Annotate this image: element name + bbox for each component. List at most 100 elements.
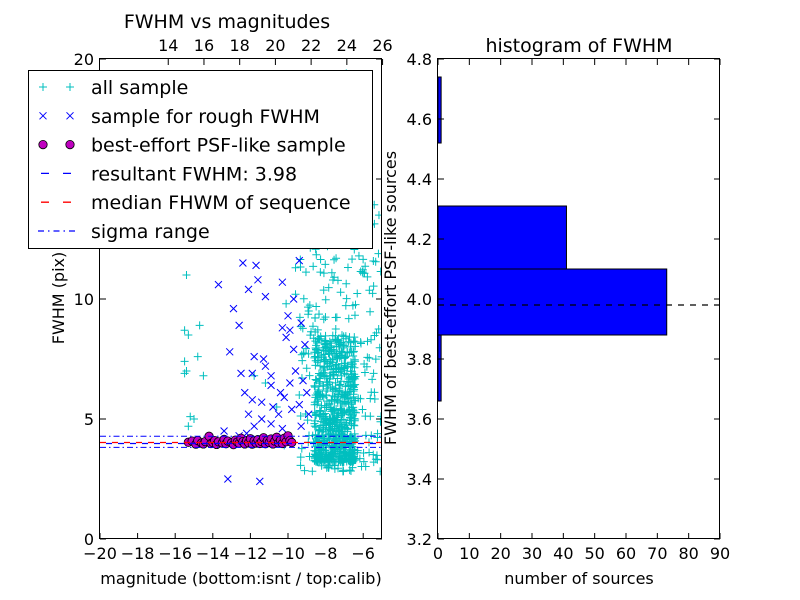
all-sample-point	[358, 265, 367, 274]
all-sample-point	[321, 340, 330, 349]
all-sample-point	[336, 380, 345, 389]
histogram-panel: 0 10 20 30 40 50 60 70 80 90 3.2 3.4 3.6 3.8 4.0 4.2 4.4…	[381, 35, 730, 588]
x-tick-label: 50	[584, 544, 604, 563]
all-sample-point	[369, 369, 378, 378]
all-sample-point	[343, 362, 352, 371]
all-sample-point	[315, 310, 324, 319]
all-sample-point	[350, 333, 359, 342]
all-sample-point	[297, 374, 306, 383]
all-sample-point	[300, 466, 309, 475]
all-sample-point	[354, 251, 363, 260]
all-sample-point	[337, 331, 346, 340]
all-sample-point	[339, 416, 348, 425]
all-sample-point	[317, 431, 326, 440]
all-sample-point	[299, 294, 308, 303]
all-sample-point	[336, 288, 345, 297]
y-tick-label: 0	[84, 530, 94, 549]
y-tick-label: 4.2	[407, 230, 432, 249]
rough-sample-point	[225, 347, 234, 356]
all-sample-point	[351, 436, 360, 445]
legend-label: resultant FWHM: 3.98	[91, 163, 297, 185]
y-tick-label: 10	[74, 290, 94, 309]
all-sample-point	[360, 368, 369, 377]
all-sample-point	[308, 322, 317, 331]
all-sample-point	[349, 437, 358, 446]
all-sample-point	[349, 347, 358, 356]
all-sample-point	[376, 467, 382, 476]
all-sample-point	[320, 401, 329, 410]
all-sample-point	[345, 348, 354, 357]
all-sample-point	[334, 363, 343, 372]
all-sample-point	[353, 446, 362, 455]
histogram-bar	[437, 334, 442, 402]
y-tick-label: 4.4	[407, 170, 432, 189]
all-sample-point	[334, 390, 343, 399]
all-sample-point	[306, 331, 315, 340]
rough-sample-point	[274, 410, 283, 419]
all-sample-point	[298, 324, 307, 333]
all-sample-point	[311, 313, 320, 322]
all-sample-point	[369, 282, 378, 291]
all-sample-point	[366, 412, 375, 421]
all-sample-point	[315, 412, 324, 421]
all-sample-point	[324, 283, 333, 292]
rough-sample-point	[248, 369, 257, 378]
all-sample-point	[311, 375, 320, 384]
all-sample-point	[358, 405, 367, 414]
all-sample-point	[350, 421, 359, 430]
reference-lines	[100, 435, 382, 448]
all-sample-point	[350, 311, 359, 320]
all-sample-point	[348, 456, 357, 465]
x-tick-label: 40	[553, 544, 573, 563]
rough-sample-point	[255, 477, 264, 486]
all-sample-point	[365, 286, 374, 295]
all-sample-point	[309, 262, 318, 271]
all-sample-point	[303, 416, 312, 425]
all-sample-point	[305, 431, 314, 440]
all-sample-point	[321, 409, 330, 418]
histogram-bar	[437, 76, 442, 144]
all-sample-point	[332, 404, 341, 413]
all-sample-point	[316, 255, 325, 264]
all-sample-point	[190, 415, 198, 423]
all-sample-point	[328, 275, 337, 284]
legend-marker	[66, 83, 74, 91]
all-sample-point	[304, 306, 313, 315]
legend-marker	[66, 111, 74, 120]
all-sample-point	[313, 453, 322, 462]
rough-sample-point	[278, 424, 287, 433]
all-sample-point	[345, 410, 354, 419]
all-sample-point	[315, 425, 324, 434]
all-sample-point	[330, 255, 339, 264]
all-sample-point	[367, 335, 376, 344]
all-sample-point	[302, 364, 311, 373]
all-sample-point	[304, 349, 313, 358]
all-sample-point	[295, 313, 304, 322]
all-sample-point	[350, 355, 359, 364]
all-sample-point	[310, 353, 319, 362]
histogram-axis-ticks: 0 10 20 30 40 50 60 70 80 90 3.2 3.4 3.6 3.8 4.0 4.2 4.4…	[407, 50, 731, 563]
legend-label: all sample	[91, 77, 188, 99]
all-sample-point	[330, 449, 339, 458]
all-sample-point	[309, 334, 318, 343]
y-tick-label: 3.2	[407, 530, 432, 549]
legend-entry: median FHWM of sequence	[38, 192, 351, 214]
all-sample-point	[348, 255, 357, 264]
x-tick-label: −12	[234, 544, 268, 563]
rough-sample-point	[278, 323, 287, 332]
all-sample-point	[195, 321, 204, 330]
all-sample-point	[321, 350, 330, 359]
rough-sample-point	[297, 319, 306, 327]
y-tick-label: 5	[84, 410, 94, 429]
all-sample-point	[366, 307, 375, 316]
rough-sample-point	[250, 352, 259, 361]
all-sample-point	[329, 457, 338, 466]
all-sample-point	[331, 331, 340, 340]
all-sample-point	[341, 398, 350, 407]
top-tick-label: 26	[372, 36, 392, 55]
x-tick-label: −18	[121, 544, 155, 563]
scatter-x-label: magnitude (bottom:isnt / top:calib)	[100, 569, 381, 588]
all-sample-point	[320, 372, 329, 381]
all-sample-point	[312, 376, 321, 385]
all-sample-point	[184, 422, 193, 431]
